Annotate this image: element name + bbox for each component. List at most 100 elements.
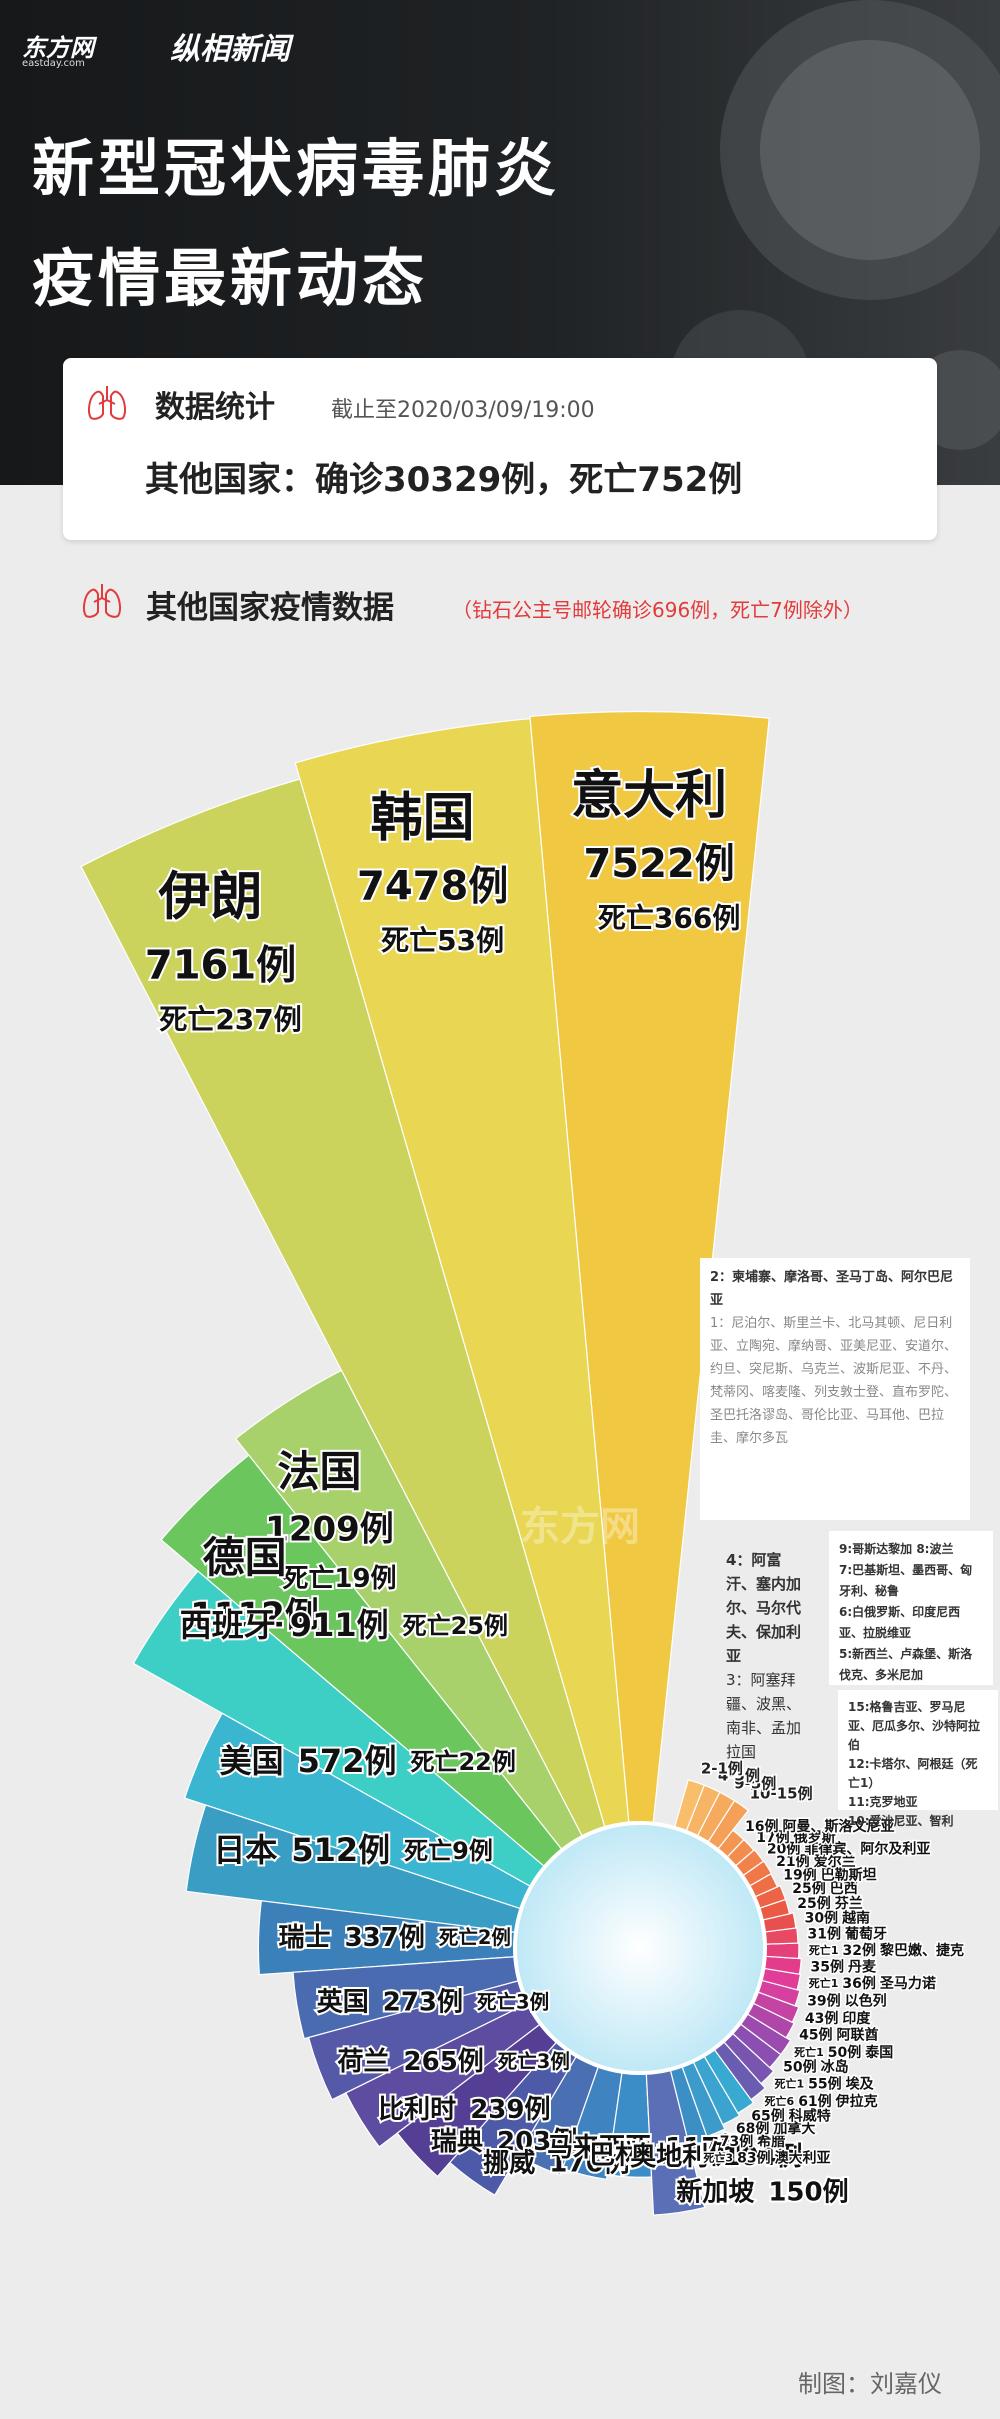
note-line: 2：柬埔寨、摩洛哥、圣马丁岛、阿尔巴尼亚 [710,1270,954,1308]
label-row: 马来西亚 117例 [547,2133,745,2163]
value-label: 30例 [805,1910,838,1927]
country-label: 瑞典 [431,2127,483,2157]
label-row: 日本 512例 死亡9例 [213,1831,493,1869]
label-row: 死亡1 50例 泰国 [794,2044,893,2061]
section-note: （钻石公主号邮轮确诊696例，死亡7例除外） [452,598,863,622]
value-label: 176例 [549,2148,629,2178]
label-row: 65例 科威特 [751,2108,830,2125]
country-label: 韩国 [371,789,475,849]
label-row: 30例 越南 [805,1910,870,1927]
death-label: 死亡237例 [159,1003,301,1036]
logo-1: 东方网 [22,34,94,62]
label-row: 瑞典 203例 [431,2127,577,2157]
death-label: 死亡3 [703,2150,733,2164]
country-label: 巴西 [830,1881,858,1897]
value-label: 50例 [828,2044,861,2061]
group-label: 9-5例 [734,1775,776,1793]
label-row: 瑞士 337例 死亡2例 [279,1923,511,1953]
country-label: 美国 [220,1742,284,1780]
country-label: 巴勒斯坦 [821,1867,877,1884]
country-label: 西班牙 [180,1606,276,1644]
country-label: 伊朗 [158,868,263,928]
value-label: 7522例 [583,841,734,887]
logo-1-sub: eastday.com [22,58,85,69]
note-box: 2：柬埔寨、摩洛哥、圣马丁岛、阿尔巴尼亚 1：尼泊尔、斯里兰卡、北马其顿、尼日利… [700,1258,970,1520]
note-line: 15:格鲁吉亚、罗马尼亚、厄瓜多尔、沙特阿拉伯 [848,1700,981,1752]
death-label: 死亡19例 [282,1563,396,1594]
value-label: 55例 [808,2076,841,2093]
label-row: 73例 希腊 [720,2133,785,2150]
country-label: 意大利 [571,766,727,826]
virus-art [670,0,1000,450]
country-label: 埃及 [846,2076,875,2093]
country-label: 德国 [203,1533,287,1582]
value-label: 273例 [383,1987,463,2017]
death-label: 死亡3例 [498,2050,570,2073]
country-label: 泰国 [864,2044,893,2061]
death-label: 死亡9例 [404,1837,493,1865]
value-label: 19例 [783,1867,816,1884]
summary-text: 其他国家：确诊30329例，死亡752例 [145,460,743,500]
label-row: 20例 菲律宾、阿尔及利亚 [767,1840,930,1857]
group-label: 4-3例 [718,1766,760,1784]
note-box: 9:哥斯达黎加 8:波兰 7:巴基斯坦、墨西哥、匈牙利、秘鲁 6:白俄罗斯、印度… [829,1531,993,1685]
label-row: 英国 273例 死亡3例 [317,1987,549,2017]
country-label: 爱尔兰 [814,1853,856,1870]
value-label: 203例 [497,2127,577,2157]
note-box: 4：阿富汗、塞内加尔、马尔代夫、保加利亚 3：阿塞拜疆、波黑、南非、孟加拉国 [716,1540,820,1761]
value-label: 1112例 [190,1596,319,1636]
country-label: 丹麦 [848,1959,877,1976]
death-label: 死亡2例 [439,1926,511,1949]
value-label: 265例 [404,2047,484,2077]
label-row: 西班牙 911例 死亡25例 [180,1606,508,1644]
value-label: 45例 [799,2026,832,2043]
death-label: 死亡1 [794,2045,824,2059]
country-label: 挪威 [483,2147,535,2178]
country-label: 葡萄牙 [844,1926,887,1943]
label-row: 19例 巴勒斯坦 [783,1867,876,1884]
label-row: 21例 爱尔兰 [776,1853,855,1870]
hub [513,1821,767,2075]
country-label: 印度 [842,2010,871,2027]
country-label: 科威特 [789,2108,831,2125]
country-label: 黎巴嫩、捷克 [880,1942,964,1959]
country-label: 圣马力诺 [879,1975,936,1992]
group-label: 10-15例 [750,1785,813,1803]
country-label: 越南 [841,1910,870,1927]
country-label: 菲律宾、阿尔及利亚 [804,1840,930,1857]
death-label: 死亡1 [775,2077,805,2091]
wedge [257,1900,641,1976]
label-row: 39例 以色列 [807,1992,886,2009]
value-label: 337例 [345,1923,425,1953]
country-label: 阿曼、斯洛文尼亚 [782,1818,894,1835]
label-row: 死亡1 36例 圣马力诺 [809,1975,936,1992]
value-label: 512例 [291,1831,390,1869]
value-label: 104例 [722,2142,802,2172]
label-row: 43例 印度 [805,2010,871,2027]
value-label: 65例 [751,2108,784,2125]
value-label: 31例 [808,1926,841,1943]
label-row: 50例 冰岛 [783,2059,848,2076]
watermark: 东方网 [520,1504,640,1550]
value-label: 43例 [805,2010,838,2027]
death-label: 死亡1 [809,1976,839,1990]
label-row: 16例 阿曼、斯洛文尼亚 [745,1818,894,1835]
summary-label: 数据统计 [155,390,275,425]
value-label: 17例 [756,1829,789,1846]
country-label: 冰岛 [821,2059,849,2076]
note-line: 1：尼泊尔、斯里兰卡、北马其顿、尼日利亚、立陶宛、摩纳哥、亚美尼亚、安道尔、约旦… [710,1316,958,1446]
value-label: 36例 [842,1975,875,1992]
country-label: 阿联酋 [837,2026,879,2043]
label-row: 17例 俄罗斯 [756,1829,835,1846]
death-label: 死亡366例 [598,902,740,935]
label-row: 68例 加拿大 [736,2120,815,2137]
note-box: 15:格鲁吉亚、罗马尼亚、厄瓜多尔、沙特阿拉伯 12:卡塔尔、阿根廷（死亡1） … [838,1690,998,1828]
note-line: 11:克罗地亚 [848,1795,918,1809]
wedge [529,710,770,1949]
country-label: 荷兰 [338,2047,390,2077]
label-row: 死亡6 61例 伊拉克 [765,2093,878,2110]
country-label: 巴林 [589,2140,641,2170]
country-label: 新加坡 [676,2176,754,2207]
label-row: 25例 芬兰 [797,1895,862,1912]
